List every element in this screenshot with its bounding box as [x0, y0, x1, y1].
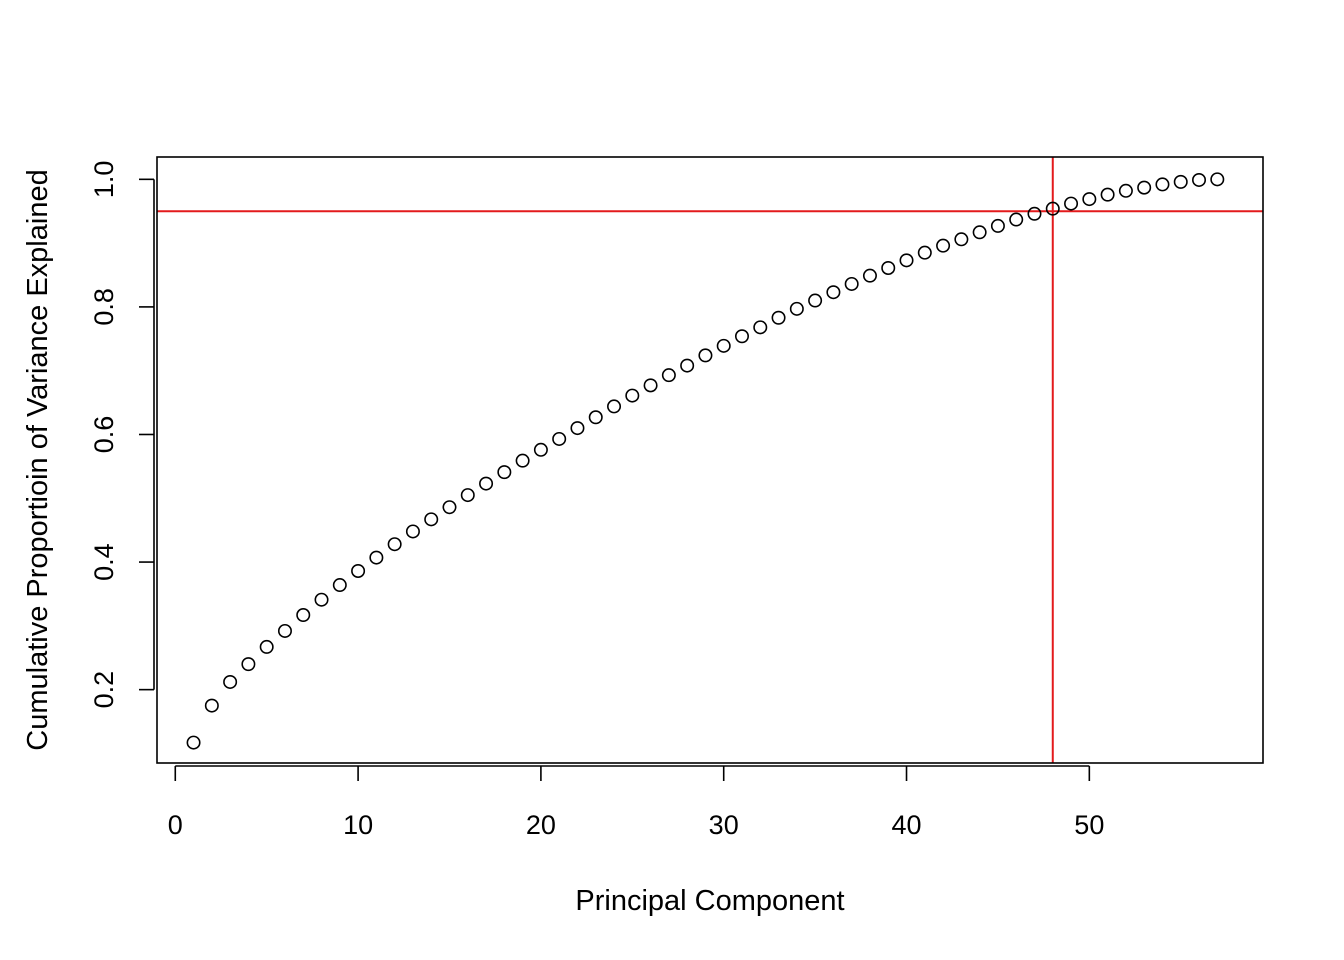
data-point	[1192, 172, 1207, 187]
data-point	[479, 476, 494, 491]
data-point	[533, 442, 548, 457]
data-point	[570, 421, 585, 436]
y-tick-label: 0.8	[89, 288, 119, 326]
data-point	[277, 623, 292, 638]
data-point	[643, 378, 658, 393]
data-point	[405, 524, 420, 539]
data-point	[497, 465, 512, 480]
data-point	[1118, 183, 1133, 198]
data-point	[625, 388, 640, 403]
data-point	[424, 512, 439, 527]
data-point	[607, 399, 622, 414]
data-point	[241, 657, 256, 672]
y-axis-title: Cumulative Proportioin of Variance Expla…	[22, 169, 54, 750]
data-point	[826, 285, 841, 300]
data-point	[1045, 201, 1060, 216]
data-point	[1137, 180, 1152, 195]
data-point	[442, 500, 457, 515]
x-tick-label: 10	[343, 810, 373, 840]
data-point	[1155, 177, 1170, 192]
y-axis: 0.2 0.4 0.6 0.8 1.0	[89, 161, 155, 709]
data-point	[369, 550, 384, 565]
x-tick-label: 0	[168, 810, 183, 840]
data-point	[1210, 172, 1225, 187]
data-point	[917, 245, 932, 260]
data-point	[1027, 206, 1042, 221]
x-tick-label: 50	[1074, 810, 1104, 840]
data-point	[899, 253, 914, 268]
data-point	[223, 674, 238, 689]
data-point	[789, 301, 804, 316]
data-point	[862, 268, 877, 283]
data-point	[332, 578, 347, 593]
data-point	[204, 698, 219, 713]
data-point	[954, 232, 969, 247]
data-point	[314, 592, 329, 607]
data-point	[716, 338, 731, 353]
data-point	[990, 218, 1005, 233]
y-tick-label: 0.2	[89, 671, 119, 709]
x-axis: 0 10 20 30 40 50	[168, 765, 1104, 840]
data-point	[844, 276, 859, 291]
data-point	[1082, 192, 1097, 207]
data-point	[972, 225, 987, 240]
data-point	[259, 639, 274, 654]
data-point	[753, 320, 768, 335]
data-point	[1009, 212, 1024, 227]
data-point	[351, 563, 366, 578]
data-point	[771, 310, 786, 325]
data-points	[186, 172, 1225, 750]
x-axis-title: Principal Component	[575, 885, 844, 917]
y-tick-label: 1.0	[89, 161, 119, 199]
data-point	[515, 453, 530, 468]
data-point	[387, 537, 402, 552]
data-point	[1173, 174, 1188, 189]
data-point	[680, 358, 695, 373]
data-point	[552, 431, 567, 446]
data-point	[661, 368, 676, 383]
data-point	[588, 410, 603, 425]
x-tick-label: 40	[891, 810, 921, 840]
data-point	[881, 260, 896, 275]
data-point	[698, 348, 713, 363]
reference-lines	[157, 157, 1263, 763]
data-point	[1100, 187, 1115, 202]
data-point	[808, 293, 823, 308]
data-point	[734, 329, 749, 344]
data-point	[936, 238, 951, 253]
y-tick-label: 0.4	[89, 543, 119, 581]
data-point	[296, 608, 311, 623]
data-point	[460, 488, 475, 503]
data-point	[1064, 196, 1079, 211]
plot-frame	[156, 156, 1264, 764]
x-tick-label: 20	[526, 810, 556, 840]
data-point	[186, 735, 201, 750]
y-tick-label: 0.6	[89, 416, 119, 454]
x-tick-label: 30	[709, 810, 739, 840]
